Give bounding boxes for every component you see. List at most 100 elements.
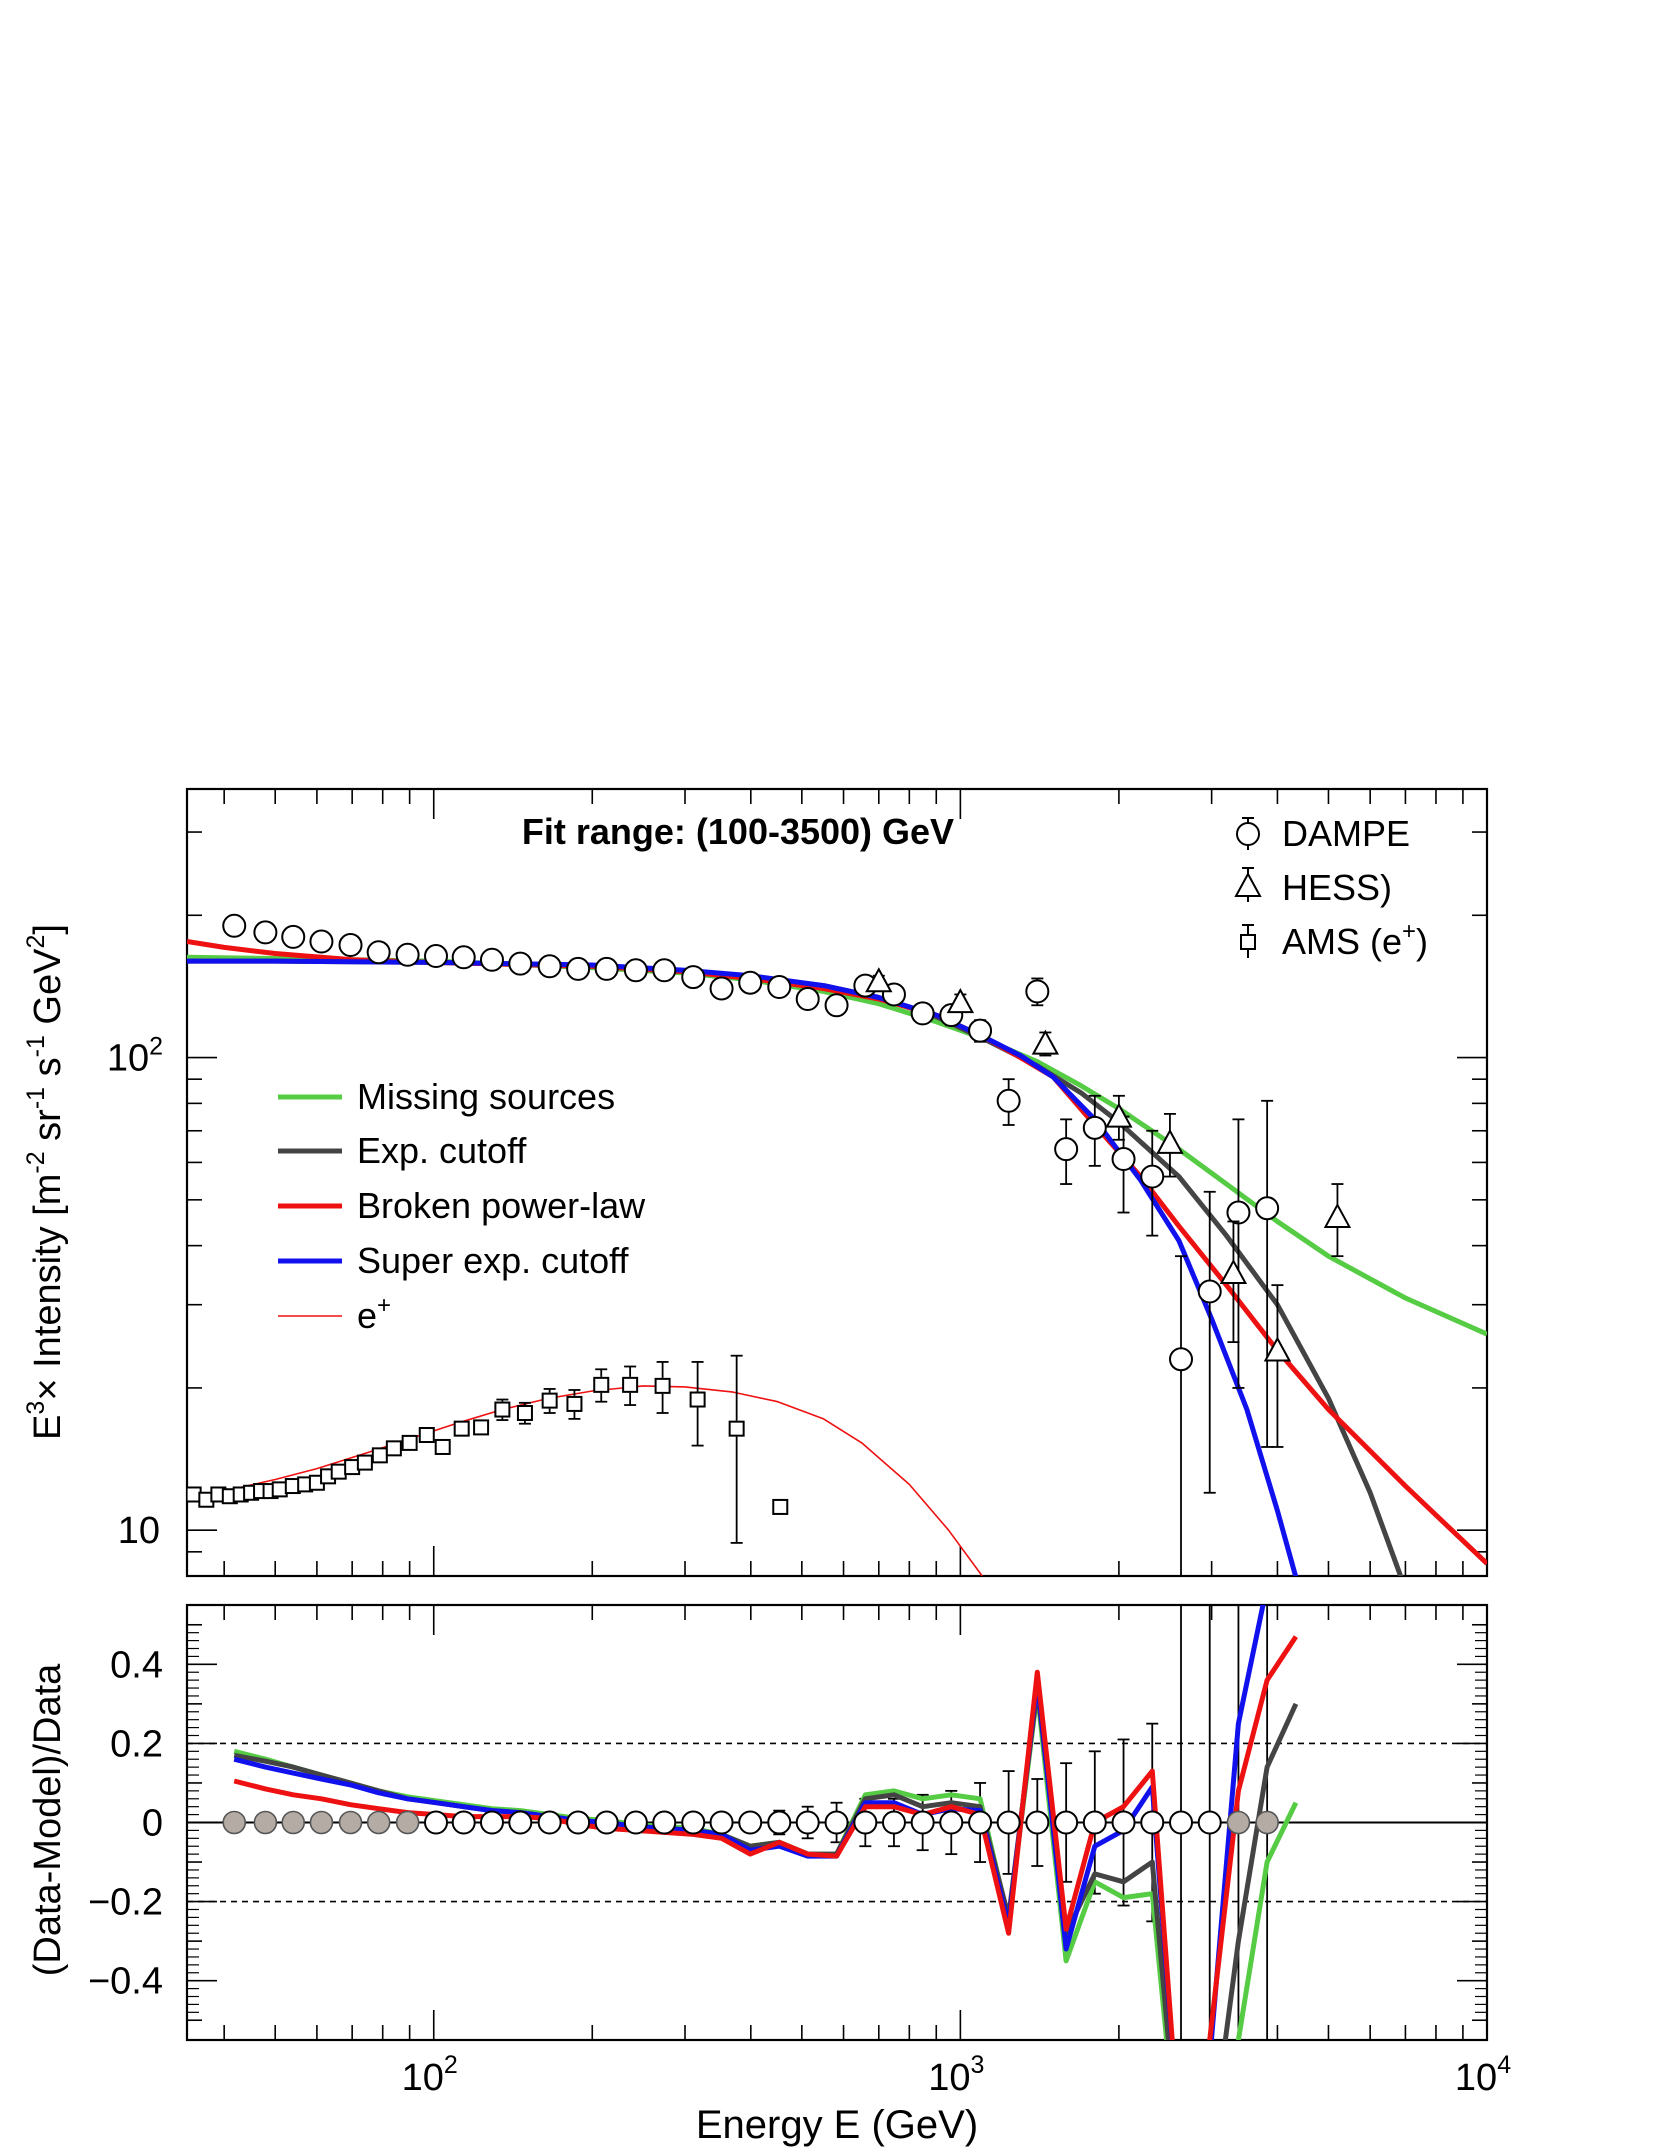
dampe-point (681, 965, 706, 990)
dampe-point (824, 993, 849, 1018)
residual-marker (968, 1810, 993, 1835)
ams-point (371, 1447, 388, 1464)
legend-label-missing-sources: Missing sources (357, 1076, 615, 1117)
top-chart-title: Fit range: (100-3500) GeV (522, 811, 954, 852)
dampe-point (451, 945, 476, 970)
x-tick-label: 104 (1455, 2051, 1511, 2099)
top-plot-frame (185, 787, 1489, 1578)
bottom-panel: −0.4 −0.2 0 0.2 0.4 102 103 104 (Data-Model)/D… (27, 1603, 1511, 2147)
top-y-axis-label: E3× Intensity [m-2 sr-1 s-1 GeV2] (22, 924, 69, 1440)
legend-label-positron: e+ (357, 1292, 391, 1336)
dampe-point (1255, 1196, 1280, 1221)
ams-point (330, 1463, 347, 1480)
bottom-y-axis-label: (Data-Model)/Data (27, 1663, 69, 1976)
residual-marker (508, 1810, 533, 1835)
marker-legend: DAMPE HESS) AMS (e+) (1234, 813, 1428, 962)
dampe-point (281, 924, 306, 949)
ams-point (271, 1481, 288, 1498)
bottom-axis-ticks (187, 1605, 1488, 2040)
dampe-point (910, 1001, 935, 1026)
residual-marker (910, 1810, 935, 1835)
line-legend: Missing sources Exp. cutoff Broken power… (278, 1076, 646, 1336)
dampe-point (253, 920, 278, 945)
dampe-point (709, 976, 734, 1001)
ams-point (772, 1498, 789, 1515)
legend-entry-hess: HESS) (1234, 867, 1392, 908)
ams-point (566, 1395, 583, 1412)
ams-point (541, 1392, 558, 1409)
legend-label-hess: HESS) (1282, 867, 1392, 908)
hess-point (1031, 1029, 1060, 1055)
hess-point (1263, 1336, 1292, 1362)
residual-marker (881, 1810, 906, 1835)
residual-marker (1169, 1810, 1194, 1835)
residual-marker (795, 1810, 820, 1835)
x-tick-label: 103 (928, 2051, 984, 2099)
ams-point (728, 1420, 745, 1437)
residual-marker-excluded (281, 1810, 306, 1835)
residual-marker (681, 1810, 706, 1835)
top-panel: 102 10 Fit range: (100-3500) GeV E3× Inte… (22, 787, 1489, 1578)
residual-missing-sources (233, 1689, 1299, 2040)
ams-point (654, 1377, 671, 1394)
ams-point (494, 1401, 511, 1418)
ams-point (622, 1376, 639, 1393)
legend-label-dampe: DAMPE (1282, 813, 1410, 854)
hess-point (1219, 1258, 1248, 1285)
legend-label-ams: AMS (e+) (1282, 918, 1428, 962)
ams-point (434, 1438, 451, 1455)
dampe-point (738, 970, 763, 995)
residual-marker-excluded (253, 1810, 278, 1835)
bottom-y-tick-label: −0.4 (88, 1961, 163, 2003)
residual-marker (479, 1810, 504, 1835)
legend-triangle-marker (1234, 871, 1262, 897)
dampe-point (1140, 1164, 1165, 1189)
residual-marker (451, 1810, 476, 1835)
top-axis-ticks (187, 789, 1488, 1577)
top-y-tick-label: 102 (107, 1033, 163, 1080)
residual-marker (767, 1810, 792, 1835)
residual-broken-power-law (233, 1635, 1298, 2040)
hess-point (1323, 1202, 1352, 1228)
ams-point (473, 1419, 490, 1436)
hess-point (865, 967, 893, 993)
legend-label-broken-power-law: Broken power-law (357, 1185, 646, 1226)
dampe-point (424, 944, 449, 969)
residual-marker (424, 1810, 449, 1835)
ams-point (516, 1404, 533, 1421)
legend-entry-super-exp-cutoff: Super exp. cutoff (278, 1240, 630, 1281)
residual-marker (824, 1810, 849, 1835)
residual-marker (1082, 1810, 1107, 1835)
residual-marker-excluded (222, 1810, 247, 1835)
dampe-point (566, 956, 591, 981)
dampe-point (594, 956, 619, 981)
residual-marker-excluded (1255, 1810, 1279, 1835)
ams-point (689, 1391, 706, 1408)
residual-exp-cutoff (233, 1685, 1299, 2040)
top-y-tick-label: 10 (118, 1510, 160, 1552)
residual-marker (939, 1810, 964, 1835)
dampe-point (767, 975, 792, 1000)
residual-marker (1197, 1810, 1222, 1835)
bottom-y-tick-label: −0.2 (88, 1882, 163, 1924)
ams-point (453, 1420, 470, 1437)
residual-marker (996, 1810, 1021, 1835)
dampe-point (1169, 1347, 1194, 1372)
curve-e- (187, 1385, 983, 1576)
dampe-point (338, 933, 363, 958)
dampe-point (1082, 1115, 1107, 1140)
residual-marker (1025, 1810, 1050, 1835)
dampe-point (795, 987, 820, 1012)
x-axis-label: Energy E (GeV) (696, 2103, 978, 2147)
residual-marker (566, 1810, 591, 1835)
bottom-y-tick-label: 0 (142, 1803, 163, 1845)
bottom-y-tick-label: 0.2 (110, 1723, 163, 1765)
hess-point (1156, 1128, 1184, 1154)
legend-circle-marker (1236, 822, 1260, 846)
dampe-point (1025, 979, 1050, 1004)
dampe-point (1226, 1200, 1251, 1225)
residual-marker (1054, 1810, 1079, 1835)
legend-entry-dampe: DAMPE (1236, 813, 1410, 854)
legend-entry-exp-cutoff: Exp. cutoff (278, 1130, 527, 1171)
dampe-point (537, 954, 562, 979)
